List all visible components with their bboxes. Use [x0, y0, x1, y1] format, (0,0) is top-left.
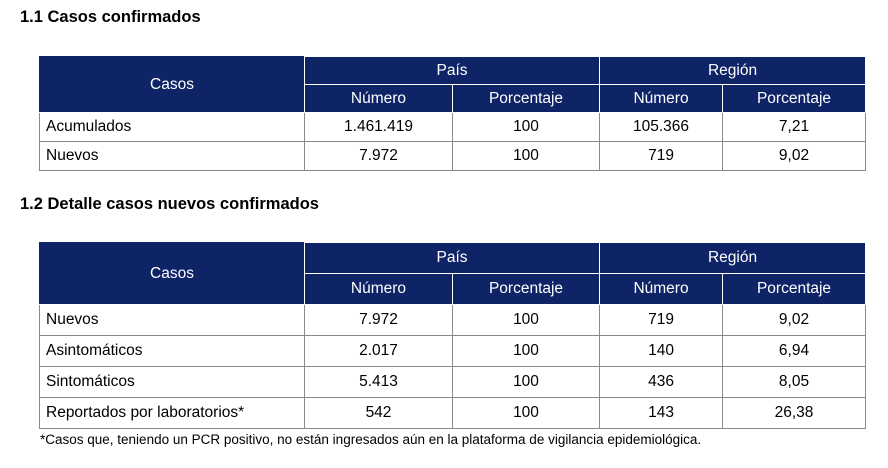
table-row: Asintomáticos 2.017 100 140 6,94	[39, 335, 867, 367]
row-label: Reportados por laboratorios*	[39, 397, 305, 429]
row-label: Sintomáticos	[39, 366, 305, 398]
cell-region-porcentaje: 6,94	[722, 335, 867, 367]
table-row: Sintomáticos 5.413 100 436 8,05	[39, 366, 867, 398]
header-region: Región	[599, 242, 867, 274]
footnote: *Casos que, teniendo un PCR positivo, no…	[40, 432, 702, 447]
cell-pais-porcentaje: 100	[451, 366, 601, 398]
table-row: Nuevos 7.972 100 719 9,02	[39, 304, 867, 336]
header-region-porcentaje: Porcentaje	[722, 273, 867, 305]
cell-region-numero: 143	[599, 397, 724, 429]
cell-region-porcentaje: 8,05	[722, 366, 867, 398]
cell-pais-numero: 5.413	[304, 366, 453, 398]
cell-region-porcentaje: 26,38	[722, 397, 867, 429]
cell-pais-porcentaje: 100	[451, 112, 601, 142]
cell-pais-numero: 1.461.419	[304, 112, 453, 142]
header-pais-porcentaje: Porcentaje	[451, 84, 601, 113]
cell-region-numero: 719	[599, 141, 724, 171]
header-region-numero: Número	[599, 273, 724, 305]
header-pais-numero: Número	[304, 84, 453, 113]
header-casos: Casos	[39, 56, 305, 113]
table-row: Acumulados 1.461.419 100 105.366 7,21	[39, 112, 867, 142]
cell-pais-porcentaje: 100	[451, 141, 601, 171]
header-casos: Casos	[39, 242, 305, 305]
row-label: Acumulados	[39, 112, 305, 142]
cell-region-porcentaje: 9,02	[722, 304, 867, 336]
cell-pais-numero: 2.017	[304, 335, 453, 367]
table-row: Reportados por laboratorios* 542 100 143…	[39, 397, 867, 429]
cell-pais-numero: 7.972	[304, 141, 453, 171]
table-detalle-casos-nuevos: Casos País Región Número Porcentaje Núme…	[39, 242, 867, 429]
cell-region-porcentaje: 7,21	[722, 112, 867, 142]
cell-pais-porcentaje: 100	[451, 335, 601, 367]
cell-pais-porcentaje: 100	[451, 304, 601, 336]
row-label: Nuevos	[39, 141, 305, 171]
header-region-porcentaje: Porcentaje	[722, 84, 867, 113]
table-casos-confirmados: Casos País Región Número Porcentaje Núme…	[39, 56, 867, 171]
row-label: Asintomáticos	[39, 335, 305, 367]
section-title-casos-confirmados: 1.1 Casos confirmados	[20, 8, 201, 26]
header-pais-porcentaje: Porcentaje	[451, 273, 601, 305]
cell-region-numero: 140	[599, 335, 724, 367]
cell-pais-numero: 542	[304, 397, 453, 429]
header-region: Región	[599, 56, 867, 85]
row-label: Nuevos	[39, 304, 305, 336]
header-pais: País	[303, 242, 601, 274]
header-region-numero: Número	[599, 84, 724, 113]
section-title-detalle-casos-nuevos: 1.2 Detalle casos nuevos confirmados	[20, 195, 319, 213]
cell-region-porcentaje: 9,02	[722, 141, 867, 171]
cell-region-numero: 436	[599, 366, 724, 398]
cell-pais-porcentaje: 100	[451, 397, 601, 429]
table-row: Nuevos 7.972 100 719 9,02	[39, 141, 867, 171]
cell-region-numero: 719	[599, 304, 724, 336]
header-pais-numero: Número	[304, 273, 453, 305]
header-pais: País	[303, 56, 601, 85]
cell-region-numero: 105.366	[599, 112, 724, 142]
cell-pais-numero: 7.972	[304, 304, 453, 336]
